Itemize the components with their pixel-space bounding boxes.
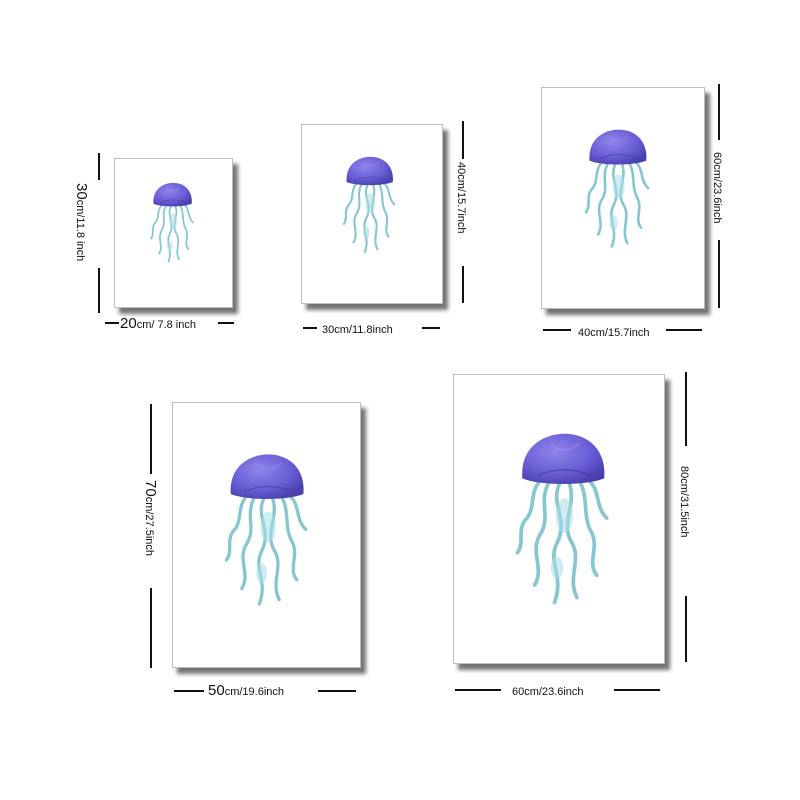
width-dimension-label: 30cm/11.8inch (322, 324, 393, 336)
print-frame-60x80 (453, 374, 665, 664)
height-dimension-line (462, 266, 464, 303)
print-frame-20x30 (114, 158, 233, 308)
print-frame-40x60 (541, 87, 705, 309)
width-dimension-label: 20cm/ 7.8 inch (120, 315, 196, 332)
jellyfish-artwork-icon (515, 431, 609, 605)
jellyfish-artwork-icon (224, 452, 308, 606)
height-dimension-line (150, 588, 152, 668)
height-dimension-line (718, 84, 720, 140)
width-dimension-label: 40cm/15.7inch (578, 327, 650, 339)
width-dimension-label: 50cm/19.6inch (208, 682, 284, 699)
height-dimension-line (98, 268, 100, 313)
width-dimension-line (303, 327, 317, 329)
width-dimension-label: 60cm/23.6inch (512, 686, 584, 698)
jellyfish-artwork-icon (150, 182, 194, 263)
width-dimension-line (543, 329, 571, 331)
height-dimension-line (685, 372, 687, 446)
height-dimension-label: 80cm/31.5inch (678, 466, 690, 538)
jellyfish-artwork-icon (584, 128, 650, 249)
height-dimension-label: 70cm/27.5inch (142, 480, 159, 556)
height-dimension-line (98, 153, 100, 180)
height-dimension-line (462, 121, 464, 159)
height-dimension-line (150, 404, 152, 474)
width-dimension-line (455, 689, 501, 691)
height-dimension-label: 30cm/11.8 inch (73, 183, 90, 262)
height-dimension-label: 40cm/15.7inch (455, 162, 467, 234)
print-frame-50x70 (172, 402, 361, 668)
print-frame-30x40 (301, 124, 443, 304)
width-dimension-line (105, 322, 119, 324)
jellyfish-artwork-icon (342, 155, 396, 254)
height-dimension-label: 60cm/23.6inch (711, 152, 723, 224)
width-dimension-line (174, 690, 204, 692)
width-dimension-line (318, 690, 356, 692)
width-dimension-line (666, 329, 702, 331)
width-dimension-line (614, 689, 660, 691)
height-dimension-line (685, 596, 687, 662)
width-dimension-line (218, 322, 234, 324)
height-dimension-line (718, 240, 720, 308)
width-dimension-line (422, 327, 440, 329)
